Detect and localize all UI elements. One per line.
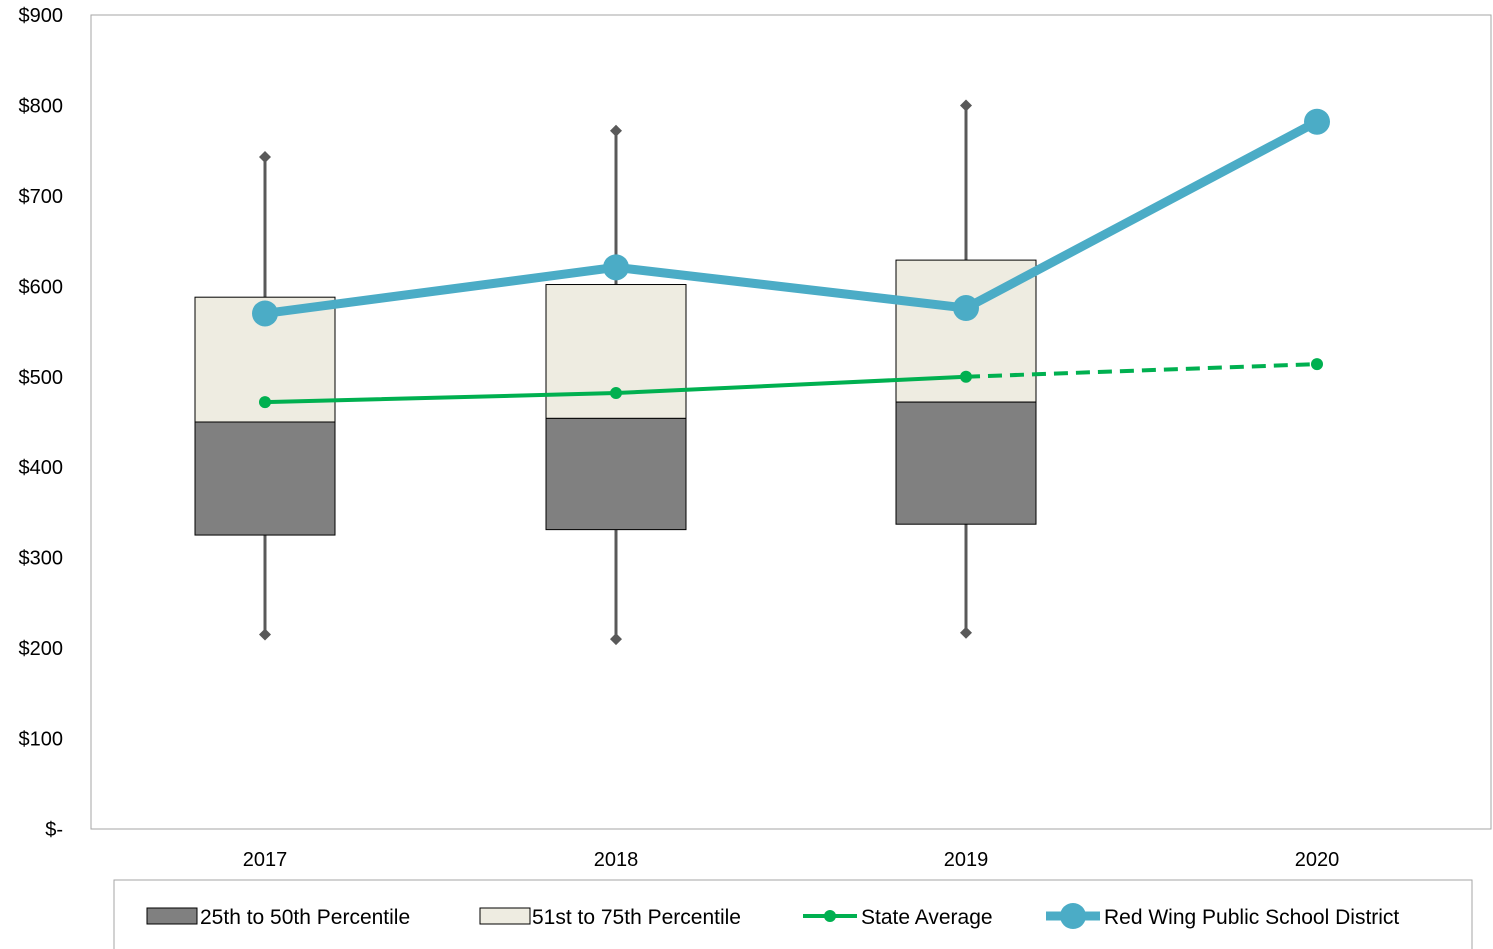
legend-swatch-redwing-marker [1060, 903, 1086, 929]
red-wing-point [953, 295, 979, 322]
legend-swatch-lower [146, 907, 198, 925]
y-tick-label: $300 [19, 548, 64, 570]
max-marker [259, 150, 271, 163]
state-average-projected-line [965, 362, 1318, 379]
legend-label: Red Wing Public School District [1104, 906, 1399, 929]
box-lower-segment [545, 417, 687, 531]
state-average-point [610, 387, 622, 400]
legend-swatch-state-marker [824, 910, 836, 922]
state-average-point [259, 396, 271, 409]
red-wing-point [603, 254, 629, 281]
red-wing-line [264, 117, 1320, 318]
y-tick-label: $400 [19, 457, 64, 479]
y-tick-label: $900 [19, 5, 64, 27]
y-tick-label: $500 [19, 367, 64, 389]
red-wing-point [252, 300, 278, 327]
min-marker [610, 633, 622, 646]
y-tick-label: $700 [19, 186, 64, 208]
legend-box [113, 879, 1473, 949]
state-average-point [960, 370, 972, 383]
legend-label: 25th to 50th Percentile [200, 906, 410, 929]
y-tick-label: $200 [19, 638, 64, 660]
legend-label: State Average [861, 906, 993, 929]
y-tick-label: $600 [19, 276, 64, 298]
box-lower-segment [194, 421, 336, 536]
line-series [252, 108, 1330, 409]
min-marker [259, 628, 271, 641]
x-tick-label: 2018 [594, 849, 639, 871]
y-tick-label: $800 [19, 95, 64, 117]
max-marker [610, 124, 622, 137]
state-average-point [1311, 358, 1323, 371]
box-lower-segment [895, 401, 1037, 525]
y-tick-label: $- [45, 819, 63, 841]
min-marker [960, 626, 972, 639]
x-tick-label: 2020 [1295, 849, 1340, 871]
legend-label: 51st to 75th Percentile [532, 906, 741, 929]
y-axis: $- $100 $200 $300 $400 $500 $600 $700 $800 $900 [19, 5, 64, 841]
x-axis: 2017 2018 2019 2020 [243, 849, 1340, 871]
x-tick-label: 2019 [944, 849, 989, 871]
x-tick-label: 2017 [243, 849, 288, 871]
y-tick-label: $100 [19, 729, 64, 751]
legend: 25th to 50th Percentile 51st to 75th Perc… [146, 903, 1399, 929]
red-wing-point [1304, 108, 1330, 135]
max-marker [960, 99, 972, 112]
legend-swatch-upper [479, 907, 531, 925]
